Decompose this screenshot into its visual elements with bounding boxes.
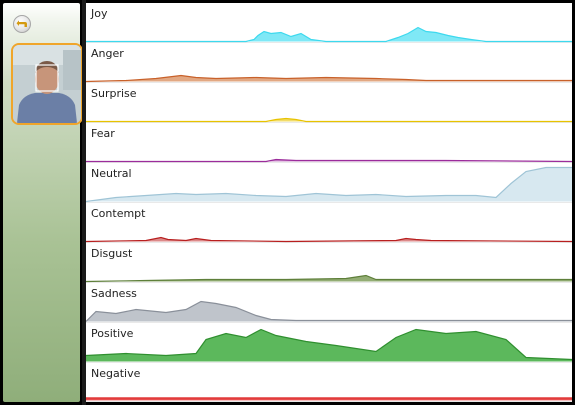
waveform-area [86,329,572,362]
emotion-panel: Joy Anger Surprise Fear Neutral Contempt… [86,3,572,402]
emotion-row-neutral: Neutral [86,163,572,203]
emotion-row-surprise: Surprise [86,83,572,123]
emotion-label: Surprise [91,87,137,100]
emotion-label: Joy [91,7,108,20]
emotion-label: Positive [91,327,134,340]
anger-chart [86,74,572,83]
waveform-line [86,166,572,203]
emotion-label: Anger [91,47,124,60]
surprise-chart [86,117,572,123]
contempt-chart [86,236,572,243]
waveform-line [86,158,572,163]
webcam-preview [11,43,83,125]
waveform-line [86,117,572,123]
fear-chart [86,158,572,163]
sidebar [3,3,83,402]
back-button[interactable] [13,15,31,33]
emotion-row-anger: Anger [86,43,572,83]
emotion-row-disgust: Disgust [86,243,572,283]
emotion-row-fear: Fear [86,123,572,163]
waveform-line [86,328,572,361]
waveform-line [86,26,572,43]
emotion-row-joy: Joy [86,3,572,43]
waveform-line [86,300,572,322]
divider [82,0,86,405]
emotion-row-contempt: Contempt [86,203,572,243]
sadness-chart [86,300,572,322]
emotion-row-positive: Positive [86,323,572,363]
back-arrow-icon [16,20,27,27]
emotion-label: Sadness [91,287,137,300]
waveform-area [86,167,572,202]
waveform-line [86,274,572,283]
emotion-row-negative: Negative [86,363,572,402]
neutral-chart [86,166,572,203]
joy-chart [86,26,572,43]
emotion-row-sadness: Sadness [86,283,572,323]
waveform-line [86,236,572,243]
positive-chart [86,328,572,362]
waveform-area [86,75,572,82]
negative-chart [86,397,572,401]
waveform-area [86,301,572,322]
emotion-label: Fear [91,127,115,140]
emotion-label: Disgust [91,247,133,260]
emotion-label: Negative [91,367,141,380]
waveform-area [86,27,572,42]
emotion-label: Contempt [91,207,146,220]
waveform-line [86,74,572,83]
disgust-chart [86,274,572,283]
emotion-label: Neutral [91,167,132,180]
